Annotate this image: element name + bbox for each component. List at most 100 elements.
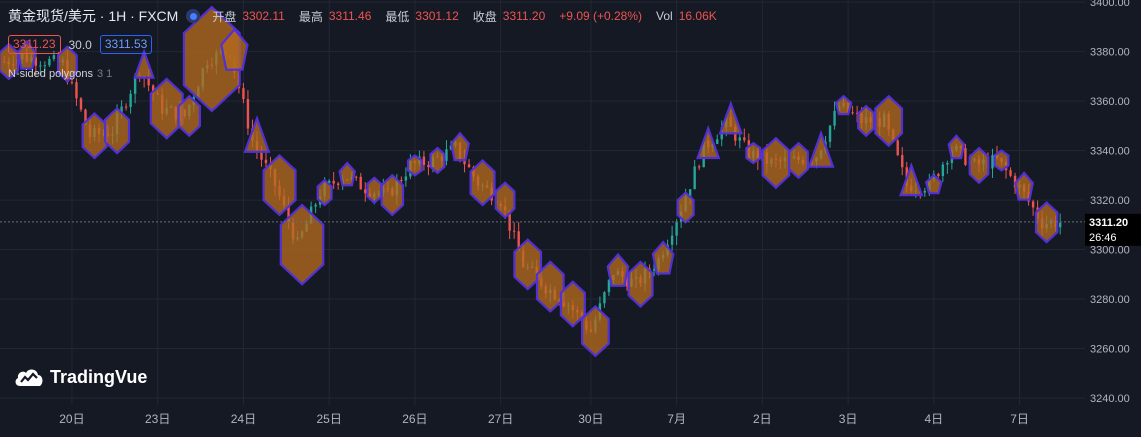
candle-body bbox=[34, 57, 38, 66]
price-tick-label: 3260.00 bbox=[1090, 344, 1130, 356]
bar-countdown: 26:46 bbox=[1089, 232, 1117, 244]
candle-body bbox=[1058, 222, 1062, 228]
n-sided-polygon bbox=[406, 154, 423, 177]
candle-body bbox=[124, 106, 128, 108]
brand-name: TradingVue bbox=[50, 366, 148, 387]
candle-body bbox=[688, 189, 692, 198]
time-tick-label: 30日 bbox=[578, 412, 603, 426]
candle-body bbox=[652, 269, 656, 271]
time-tick-label: 24日 bbox=[231, 412, 256, 426]
n-sided-polygon bbox=[947, 134, 966, 160]
time-tick-label: 26日 bbox=[402, 412, 427, 426]
high-label: 最高 bbox=[298, 9, 323, 24]
n-sided-polygon bbox=[262, 153, 297, 217]
n-sided-polygon bbox=[696, 125, 721, 160]
candle-body bbox=[359, 176, 362, 190]
n-sided-polygon bbox=[745, 141, 762, 165]
ohlc-legend: 黄金现货/美元 · 1H · FXCM 开盘 3302.11 最高 3311.4… bbox=[8, 6, 717, 26]
candle-body bbox=[508, 210, 511, 231]
bid-ask-panel: 3311.23 30.0 3311.53 bbox=[8, 35, 153, 54]
time-axis[interactable]: 20日 23日 24日 25日 26日 27日 30日 7月 2日 3日 4日 7日 bbox=[59, 412, 1029, 426]
candle-body bbox=[422, 156, 426, 165]
price-tick-label: 3280.00 bbox=[1090, 294, 1130, 306]
time-tick-label: 23日 bbox=[145, 412, 170, 426]
candle-body bbox=[675, 221, 678, 236]
tradingvue-logo: TradingVue bbox=[14, 366, 147, 388]
candle-body bbox=[336, 183, 340, 185]
candle-body bbox=[364, 189, 367, 194]
n-sided-polygon bbox=[718, 100, 743, 135]
n-sided-polygon bbox=[429, 146, 446, 175]
candle-body bbox=[991, 155, 994, 169]
candle-body bbox=[84, 109, 87, 125]
n-sided-polygon bbox=[857, 104, 876, 138]
n-sided-polygon bbox=[450, 131, 470, 162]
candle-body bbox=[901, 155, 904, 168]
n-sided-polygon bbox=[494, 181, 516, 219]
cloud-logo-icon bbox=[15, 369, 43, 386]
n-sided-polygon bbox=[81, 111, 108, 160]
candle-body bbox=[697, 166, 701, 168]
n-sided-polygon bbox=[469, 158, 496, 207]
candle-body bbox=[964, 148, 967, 165]
candle-body bbox=[607, 279, 611, 293]
sell-price-button[interactable]: 3311.23 bbox=[8, 35, 61, 54]
candle-body bbox=[828, 125, 832, 142]
candle-body bbox=[467, 164, 471, 168]
candle-body bbox=[833, 110, 836, 126]
candle-body bbox=[70, 82, 74, 84]
candle-body bbox=[242, 88, 245, 100]
n-sided-polygon bbox=[103, 106, 131, 155]
candle-body bbox=[151, 85, 155, 94]
candle-body bbox=[404, 176, 408, 181]
n-sided-polygon bbox=[220, 27, 249, 71]
candle-body bbox=[39, 65, 42, 67]
last-price-marker: 3311.20 26:46 bbox=[0, 213, 1141, 246]
indicator-name: N-sided polygons bbox=[8, 68, 93, 80]
n-sided-polygon bbox=[535, 260, 565, 313]
n-sided-polygon bbox=[968, 146, 990, 185]
candle-body bbox=[693, 166, 696, 190]
symbol-title[interactable]: 黄金现货/美元 · 1H · FXCM bbox=[8, 8, 179, 24]
time-tick-label: 4日 bbox=[924, 412, 943, 426]
n-sided-polygon bbox=[761, 136, 791, 190]
n-sided-polygon bbox=[924, 173, 943, 195]
price-tick-label: 3240.00 bbox=[1090, 393, 1130, 405]
n-sided-polygon bbox=[133, 48, 155, 79]
n-sided-polygon bbox=[177, 94, 201, 138]
close-value: 3311.20 bbox=[502, 9, 546, 23]
market-status-icon bbox=[186, 9, 201, 23]
price-tick-label: 3380.00 bbox=[1090, 47, 1130, 59]
n-sided-polygon bbox=[676, 191, 695, 224]
indicator-legend[interactable]: N-sided polygons 3 1 bbox=[8, 68, 112, 80]
candle-body bbox=[946, 162, 949, 165]
candle-body bbox=[43, 65, 47, 67]
buy-price-button[interactable]: 3311.53 bbox=[99, 35, 153, 54]
n-sided-polygon bbox=[807, 130, 835, 168]
candle-body bbox=[445, 149, 448, 161]
n-sided-polygon bbox=[243, 115, 271, 153]
price-tick-label: 3320.00 bbox=[1090, 195, 1130, 207]
candle-body bbox=[941, 164, 945, 176]
candle-body bbox=[327, 180, 331, 184]
n-sided-polygon bbox=[56, 45, 78, 83]
candle-body bbox=[738, 137, 741, 141]
candle-body bbox=[287, 205, 290, 222]
candle-body bbox=[670, 235, 674, 245]
last-price-label-box bbox=[1085, 213, 1141, 246]
candle-body bbox=[517, 231, 520, 251]
n-sided-polygon bbox=[1034, 201, 1059, 244]
indicator-params: 3 1 bbox=[97, 68, 113, 80]
candle-body bbox=[1031, 201, 1035, 208]
candle-body bbox=[120, 106, 123, 114]
candle-body bbox=[625, 276, 629, 287]
n-sided-polygon bbox=[899, 162, 924, 197]
candle-body bbox=[923, 190, 927, 193]
n-sided-polygon bbox=[834, 94, 853, 116]
high-value: 3311.46 bbox=[328, 9, 372, 23]
time-tick-label: 7日 bbox=[1010, 412, 1029, 426]
volume-label: Vol bbox=[656, 9, 673, 23]
n-sided-polygon bbox=[316, 178, 333, 207]
polygon-indicator-series bbox=[0, 5, 1059, 358]
